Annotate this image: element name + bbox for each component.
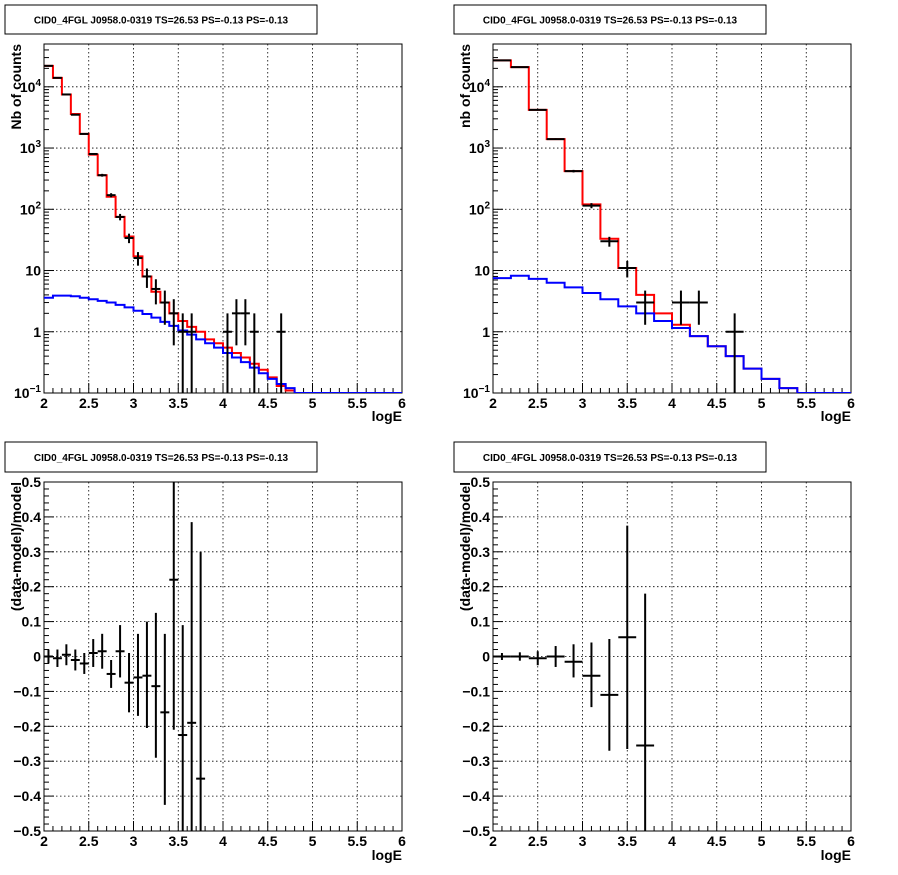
data-layer [44, 64, 402, 393]
x-tick-label: 4 [219, 395, 227, 411]
y-tick-label: 0.5 [471, 474, 491, 490]
x-tick-label: 3.5 [169, 833, 189, 849]
x-tick-label: 2.5 [79, 395, 99, 411]
x-tick-label: 3.5 [618, 833, 638, 849]
x-tick-label: 3 [130, 395, 138, 411]
x-tick-label: 4.5 [707, 833, 727, 849]
data-layer [493, 59, 851, 393]
y-tick-label: −0.2 [13, 718, 41, 734]
x-tick-label: 4.5 [258, 395, 278, 411]
y-tick-label: −0.2 [462, 718, 490, 734]
x-tick-label: 2 [489, 833, 497, 849]
y-tick-label: 0 [33, 649, 41, 665]
y-tick-label: 1 [482, 324, 490, 340]
y-tick-label: 103 [20, 139, 42, 156]
x-tick-label: 4 [668, 395, 676, 411]
y-tick-label: 10 [474, 263, 490, 279]
y-tick-label: 0.1 [471, 614, 491, 630]
y-axis-title: nb of counts [457, 44, 473, 128]
y-tick-label: −0.4 [13, 788, 41, 804]
y-tick-label: 102 [20, 200, 42, 217]
x-tick-label: 4 [668, 833, 676, 849]
x-tick-label: 2.5 [528, 833, 548, 849]
x-tick-label: 3.5 [618, 395, 638, 411]
y-tick-label: 0.1 [22, 614, 42, 630]
x-tick-label: 2 [40, 833, 48, 849]
chart-title: CID0_4FGL J0958.0-0319 TS=26.53 PS=-0.13… [483, 16, 738, 27]
x-tick-label: 5.5 [797, 833, 817, 849]
y-tick-label: 0.4 [471, 509, 491, 525]
chart-panel-2: 2 2.5 3 3.5 4 4.5 5 5.5 6 10−1 1 10 102 103 104 logE nb … [453, 4, 855, 424]
y-tick-label: 0 [482, 649, 490, 665]
y-tick-label: −0.3 [462, 753, 490, 769]
x-axis-title: logE [372, 408, 402, 424]
chart-title: CID0_4FGL J0958.0-0319 TS=26.53 PS=-0.13… [34, 16, 289, 27]
chart-title: CID0_4FGL J0958.0-0319 TS=26.53 PS=-0.13… [34, 453, 289, 464]
x-tick-label: 3.5 [169, 395, 189, 411]
title-box [4, 441, 318, 473]
y-axis-title: (data-model)/model [8, 482, 24, 611]
x-tick-label: 5 [309, 833, 317, 849]
x-tick-label: 4.5 [258, 833, 278, 849]
title-box [4, 4, 318, 35]
y-tick-label: 103 [469, 139, 491, 156]
y-tick-label: 0.4 [22, 509, 42, 525]
x-axis-title: logE [821, 847, 851, 863]
y-tick-label: −0.5 [13, 823, 41, 839]
y-tick-label: 104 [20, 78, 42, 95]
x-tick-label: 3 [579, 833, 587, 849]
x-tick-label: 4.5 [707, 395, 727, 411]
y-axis-title: (data-model)/model [457, 482, 473, 611]
x-tick-label: 5.5 [348, 395, 368, 411]
chart-title: CID0_4FGL J0958.0-0319 TS=26.53 PS=-0.13… [483, 453, 738, 464]
x-tick-label: 5.5 [348, 833, 368, 849]
title-box [453, 4, 767, 35]
y-tick-label: 10 [25, 263, 41, 279]
title-box [453, 441, 767, 473]
x-tick-label: 2.5 [79, 833, 99, 849]
x-tick-label: 5 [758, 395, 766, 411]
y-tick-label: −0.1 [462, 683, 490, 699]
x-tick-label: 6 [847, 833, 855, 849]
x-tick-label: 5.5 [797, 395, 817, 411]
data-layer [493, 525, 655, 831]
y-tick-label: 0.2 [471, 579, 491, 595]
x-tick-label: 6 [398, 833, 406, 849]
x-tick-label: 4 [219, 833, 227, 849]
x-tick-label: 3 [130, 833, 138, 849]
x-tick-label: 5 [309, 395, 317, 411]
data-layer [44, 482, 206, 831]
chart-panel-4: 2 2.5 3 3.5 4 4.5 5 5.5 6 0.5 0.4 0.3 0.2 0.1 0 −0.1 −0.… [453, 441, 855, 863]
x-axis-title: logE [372, 847, 402, 863]
x-tick-label: 6 [398, 395, 406, 411]
y-tick-label: 0.3 [22, 544, 42, 560]
y-tick-label: 104 [469, 78, 491, 95]
x-tick-label: 3 [579, 395, 587, 411]
y-tick-label: −0.4 [462, 788, 490, 804]
y-tick-label: 10−1 [463, 384, 490, 401]
x-tick-label: 2 [40, 395, 48, 411]
y-tick-label: −0.5 [462, 823, 490, 839]
y-tick-label: 0.2 [22, 579, 42, 595]
chart-panel-3: 2 2.5 3 3.5 4 4.5 5 5.5 6 0.5 0.4 0.3 0.2 0.1 0 −0.1 −0.… [4, 441, 406, 863]
y-tick-label: 10−1 [14, 384, 41, 401]
y-tick-label: −0.3 [13, 753, 41, 769]
y-tick-label: −0.1 [13, 683, 41, 699]
y-tick-label: 0.5 [22, 474, 42, 490]
chart-panel-1: 2 2.5 3 3.5 4 4.5 5 5.5 6 10−1 1 10 102 103 104 logE Nb … [4, 4, 406, 424]
x-tick-label: 6 [847, 395, 855, 411]
model-background-step-line [493, 274, 851, 393]
x-axis-title: logE [821, 408, 851, 424]
x-tick-label: 2 [489, 395, 497, 411]
y-tick-label: 102 [469, 200, 491, 217]
y-axis-title: Nb of counts [8, 44, 24, 130]
model-background-step-line [44, 294, 402, 393]
y-tick-label: 1 [33, 324, 41, 340]
x-tick-label: 2.5 [528, 395, 548, 411]
y-tick-label: 0.3 [471, 544, 491, 560]
x-tick-label: 5 [758, 833, 766, 849]
